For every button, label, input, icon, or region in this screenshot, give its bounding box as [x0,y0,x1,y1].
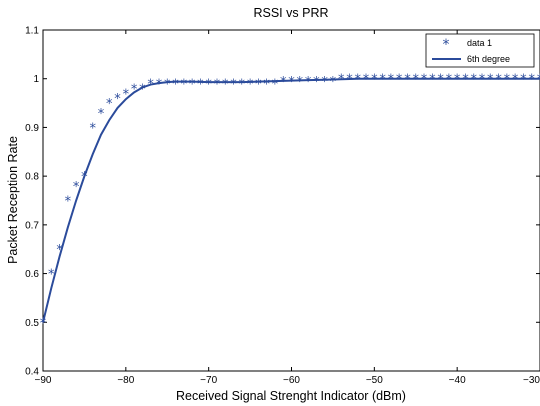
data-point-marker: * [263,78,270,93]
data-point-marker: * [495,73,502,88]
data-point-marker: * [487,73,494,88]
data-point-marker: * [297,75,304,90]
y-tick-label: 1.1 [25,26,39,37]
data-point-marker: * [396,73,403,88]
data-point-marker: * [413,73,420,88]
legend-box [425,33,535,68]
y-tick-label: 0.7 [25,220,39,231]
data-point-marker: * [205,78,212,93]
y-axis: 0.4 0.5 0.6 0.7 0.8 0.9 1 1.1 [25,26,540,378]
x-tick-label: −70 [200,375,217,386]
x-tick-label: −30 [523,375,540,386]
data-point-marker: * [520,73,527,88]
data-point-marker: * [156,78,163,93]
x-axis: −90 −80 −70 −60 −50 −40 −30 [35,30,540,386]
data-point-marker: * [139,82,146,97]
data-point-marker: * [189,78,196,93]
data-point-marker: * [73,180,80,195]
x-tick-label: −80 [117,375,134,386]
data-point-marker: * [230,78,237,93]
series-layer: ********* * * * * * * * * * * * * * * * * * * * * * * * * * * * * * * *… [40,73,540,331]
data-point-marker: * [197,78,204,93]
x-tick-label: −50 [366,375,383,386]
data-point-marker: * [404,73,411,88]
y-tick-label: 0.4 [25,367,39,378]
data-point-marker: * [89,121,96,136]
data-point-marker: * [65,195,72,210]
x-tick-label: −40 [449,375,466,386]
data-point-marker: * [172,78,179,93]
data-point-marker: * [239,78,246,93]
data-point-marker: * [537,73,540,88]
data-point-marker: * [56,243,63,258]
data-point-marker: * [40,316,47,331]
data-point-marker: * [321,75,328,90]
x-axis-label: Received Signal Strenght Indicator (dBm) [176,389,406,403]
x-tick-label: −60 [283,375,300,386]
data-point-marker: * [379,73,386,88]
data-point-marker: * [81,170,88,185]
data-point-marker: * [272,78,279,93]
data-point-marker: * [131,82,138,97]
data-point-marker: * [247,78,254,93]
data-point-marker: * [363,73,370,88]
data-point-marker: * [470,73,477,88]
data-point-marker: * [338,73,345,88]
data-point-marker: * [528,73,535,88]
data-point-marker: * [504,73,511,88]
data-point-marker: * [446,73,453,88]
data-point-marker: * [123,87,130,102]
y-tick-label: 0.9 [25,123,39,134]
data-point-marker: * [421,73,428,88]
data-point-marker: * [98,107,105,122]
data-point-marker: * [222,78,229,93]
data-point-marker: * [388,73,395,88]
data-point-marker: * [214,78,221,93]
y-tick-label: 0.5 [25,318,39,329]
data-point-marker: * [462,73,469,88]
data-point-marker: * [346,73,353,88]
fit-line-6th-degree [42,77,540,323]
data-point-marker: * [305,75,312,90]
legend-marker-icon: * [443,37,450,53]
data-point-marker: * [147,78,154,93]
legend: * data 1 6th degree [425,33,535,68]
legend-label-data-1: data 1 [467,38,492,48]
y-axis-label: Packet Reception Rate [6,136,20,264]
legend-label-6th-degree: 6th degree [467,54,510,64]
data-point-marker: * [355,73,362,88]
plot-area [42,29,540,372]
data-point-marker: * [255,78,262,93]
data-point-marker: * [479,73,486,88]
y-tick-label: 0.6 [25,269,39,280]
data-point-marker: * [330,75,337,90]
data-point-marker: * [454,73,461,88]
y-tick-label: 0.8 [25,172,39,183]
data-point-marker: * [437,73,444,88]
y-tick-label: 1 [33,74,39,85]
chart-title: RSSI vs PRR [253,6,328,20]
data-point-marker: * [181,78,188,93]
data-point-marker: * [164,78,171,93]
x-tick-label: −90 [35,375,52,386]
data-point-marker: * [106,97,113,112]
data-point-marker: * [114,92,121,107]
data-point-marker: * [371,73,378,88]
data-point-marker: * [48,268,55,283]
data-point-marker: * [313,75,320,90]
data-point-marker: * [288,75,295,90]
data-point-marker: * [512,73,519,88]
data-point-marker: * [429,73,436,88]
data-point-marker: * [280,75,287,90]
